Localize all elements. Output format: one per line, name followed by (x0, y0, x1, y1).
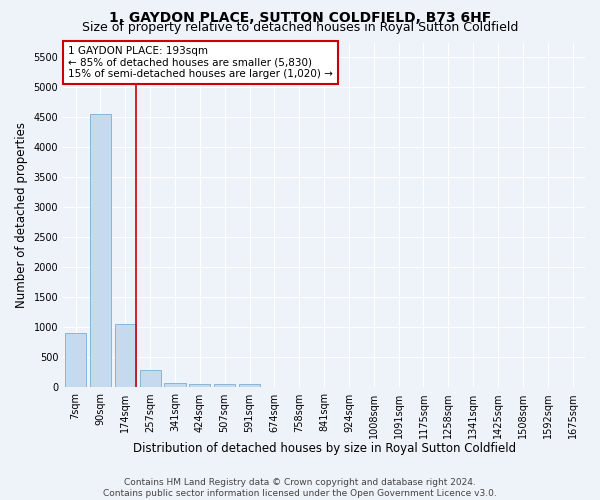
Bar (65, 334, 86, 388)
Bar (239, 384, 260, 388)
Text: Size of property relative to detached houses in Royal Sutton Coldfield: Size of property relative to detached ho… (82, 21, 518, 34)
Bar (164, 382, 185, 388)
Text: 1 GAYDON PLACE: 193sqm
← 85% of detached houses are smaller (5,830)
15% of semi-: 1 GAYDON PLACE: 193sqm ← 85% of detached… (68, 46, 333, 79)
Bar (90, 114, 111, 388)
Bar (115, 324, 136, 388)
Y-axis label: Number of detached properties: Number of detached properties (15, 122, 28, 308)
Text: 1, GAYDON PLACE, SUTTON COLDFIELD, B73 6HF: 1, GAYDON PLACE, SUTTON COLDFIELD, B73 6… (109, 11, 491, 25)
Text: Contains HM Land Registry data © Crown copyright and database right 2024.
Contai: Contains HM Land Registry data © Crown c… (103, 478, 497, 498)
Bar (214, 384, 235, 388)
Bar (140, 370, 161, 388)
Bar (189, 384, 211, 388)
X-axis label: Distribution of detached houses by size in Royal Sutton Coldfield: Distribution of detached houses by size … (133, 442, 515, 455)
